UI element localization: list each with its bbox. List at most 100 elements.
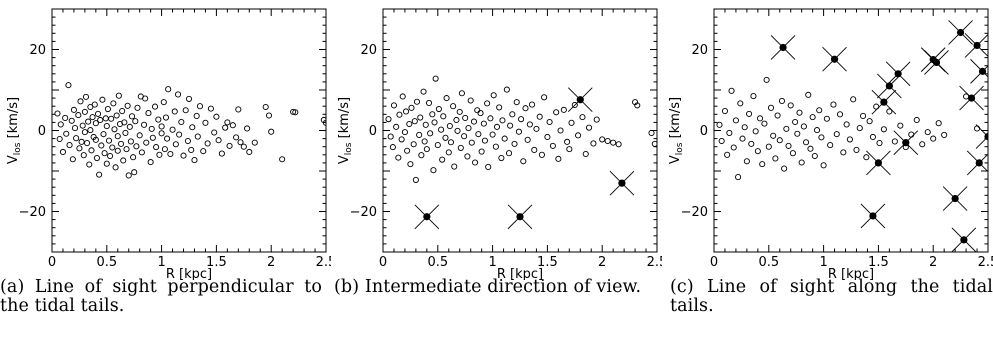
- star-point: [820, 162, 827, 169]
- star-point: [458, 90, 465, 97]
- y-axis-label-sub: los: [675, 142, 685, 155]
- y-tick-label: 20: [360, 43, 377, 58]
- star-point: [425, 99, 433, 107]
- star-point: [148, 125, 155, 132]
- x-axis-label: R [kpc]: [828, 267, 874, 280]
- star-point: [142, 95, 149, 102]
- plot-frame: [713, 8, 989, 253]
- star-point: [188, 146, 195, 153]
- star-point: [767, 104, 775, 111]
- star-point: [634, 102, 641, 109]
- star-point: [798, 159, 805, 166]
- star-point: [876, 140, 883, 147]
- star-point: [87, 127, 94, 134]
- star-point: [480, 120, 487, 127]
- star-point: [396, 111, 403, 118]
- unbound-star-point: [618, 179, 626, 187]
- star-point: [856, 125, 863, 132]
- star-point: [746, 110, 753, 117]
- star-point: [451, 163, 458, 170]
- star-point: [754, 148, 761, 155]
- unbound-star-cross: [975, 124, 988, 138]
- y-axis-label-main: V: [337, 155, 352, 164]
- y-axis-label-main: V: [668, 155, 683, 164]
- star-point: [499, 117, 506, 124]
- star-point: [509, 111, 516, 118]
- star-point: [63, 130, 70, 137]
- star-point: [418, 152, 425, 159]
- star-point: [54, 110, 61, 117]
- star-point: [531, 146, 538, 153]
- star-point: [461, 133, 468, 140]
- star-point: [796, 109, 803, 116]
- unbound-star-point: [960, 236, 968, 244]
- star-point: [763, 76, 770, 83]
- y-tick-label: −20: [681, 205, 708, 220]
- star-point: [496, 104, 503, 111]
- star-point: [716, 121, 723, 128]
- star-point: [568, 119, 575, 126]
- star-point: [823, 115, 830, 122]
- star-point: [456, 108, 463, 115]
- star-point: [411, 118, 418, 125]
- star-point: [119, 108, 126, 115]
- star-point: [454, 127, 461, 134]
- star-point: [416, 131, 423, 139]
- star-point: [651, 140, 657, 147]
- star-point: [92, 136, 99, 143]
- unbound-star-point: [967, 94, 976, 102]
- star-point: [443, 95, 450, 102]
- x-tick-label: 2.5: [316, 255, 331, 270]
- star-point: [85, 118, 92, 125]
- star-point: [65, 82, 72, 89]
- star-point: [648, 129, 655, 136]
- star-point: [492, 143, 499, 150]
- star-point: [196, 103, 204, 110]
- star-point: [816, 107, 823, 114]
- x-tick-label: 2: [598, 255, 606, 270]
- star-point: [268, 128, 275, 135]
- star-point: [481, 137, 488, 144]
- scatter-plot-b: 0 0.5 1 1.5 2 2.5 −20 0 20 R [kpc] Vlos [km/s]: [337, 8, 662, 280]
- star-point: [56, 135, 63, 143]
- panel-c: 0 0.5 1 1.5 2 2.5 −20 0 20 R [kpc] Vlos [km/s] (c)…: [662, 0, 993, 344]
- star-point: [399, 93, 406, 100]
- star-point: [124, 102, 131, 109]
- panel-a: 0 0.5 1 1.5 2 2.5 −20 0 20 R [kpc] Vlos [km/s] (a)…: [0, 0, 331, 344]
- star-point: [211, 129, 218, 136]
- y-axis-label: Vlos [km/s]: [337, 97, 354, 164]
- star-point: [553, 109, 560, 116]
- star-point: [141, 121, 148, 128]
- star-point: [505, 150, 513, 157]
- star-point: [752, 128, 759, 135]
- star-point: [724, 151, 731, 158]
- star-point: [165, 86, 172, 93]
- star-point: [385, 116, 392, 123]
- star-point: [105, 137, 113, 144]
- star-point: [575, 132, 582, 139]
- y-axis-label-unit: [km/s]: [668, 97, 683, 143]
- star-point: [189, 124, 196, 131]
- star-point: [503, 86, 510, 93]
- star-point: [435, 105, 442, 113]
- x-tick-label: 0: [710, 255, 718, 270]
- star-point: [413, 98, 421, 105]
- star-point: [850, 96, 857, 103]
- y-axis-label-unit: [km/s]: [6, 97, 21, 143]
- star-point: [395, 154, 402, 161]
- star-point: [541, 94, 548, 101]
- x-tick-label: 1: [488, 255, 496, 270]
- star-point: [776, 137, 783, 144]
- star-point: [79, 122, 86, 129]
- star-point: [182, 107, 189, 114]
- star-point: [393, 123, 400, 130]
- x-axis-label: R [kpc]: [166, 267, 212, 280]
- star-point: [224, 119, 231, 126]
- star-point: [866, 118, 873, 125]
- star-point: [533, 125, 540, 132]
- star-point: [128, 113, 136, 120]
- star-point: [226, 142, 233, 149]
- y-axis-label: Vlos [km/s]: [668, 97, 685, 164]
- unbound-star-point: [869, 212, 877, 220]
- star-point: [406, 120, 413, 128]
